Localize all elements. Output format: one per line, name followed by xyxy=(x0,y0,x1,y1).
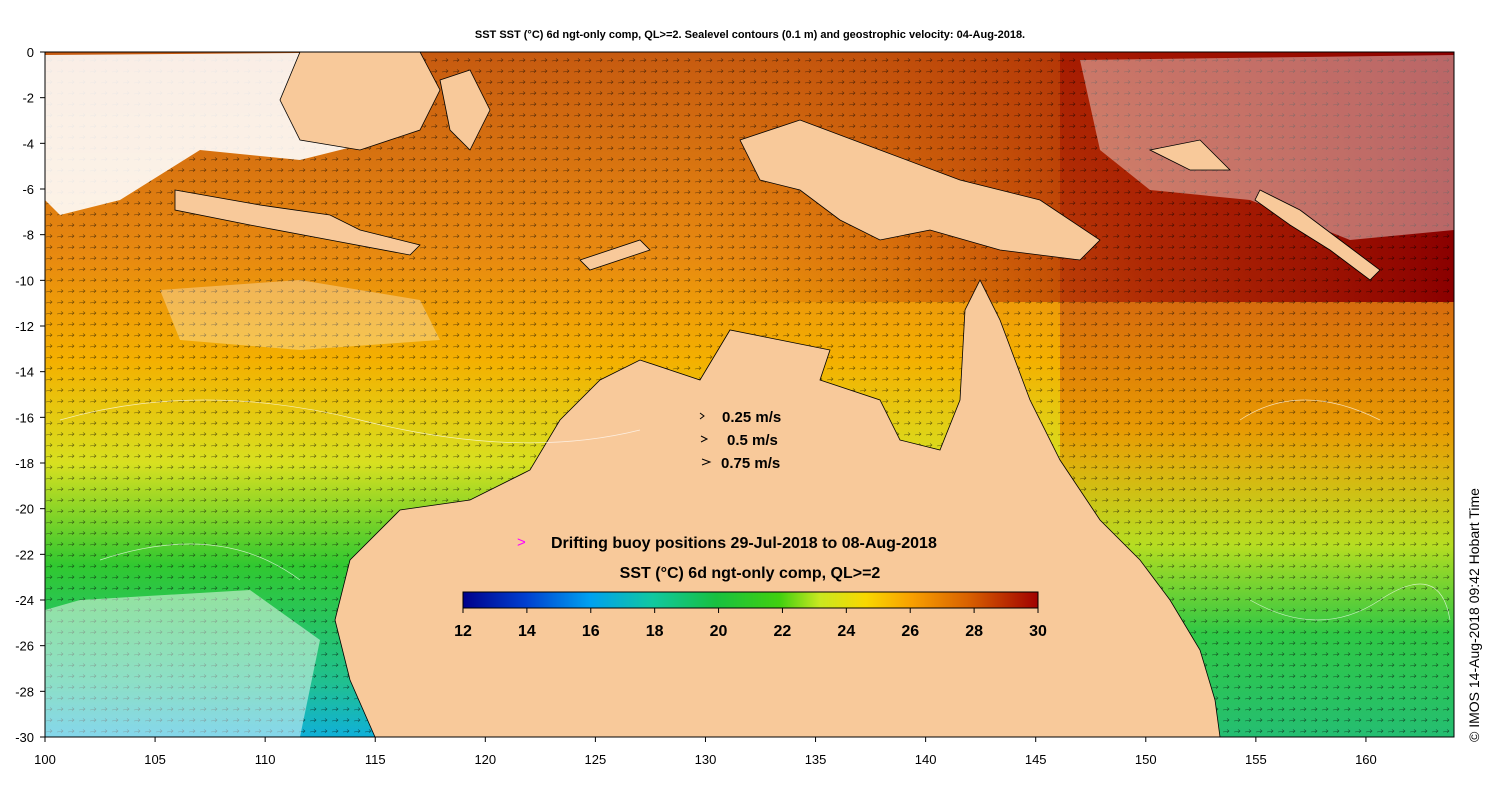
colorbar xyxy=(462,591,1039,609)
y-tick-label: 0 xyxy=(27,45,34,60)
y-tick-label: -8 xyxy=(22,228,34,243)
x-tick-label: 160 xyxy=(1355,752,1377,767)
colorbar-tick-label: 28 xyxy=(965,623,983,640)
colorbar-tick-label: 14 xyxy=(518,623,536,640)
y-tick-label: -6 xyxy=(22,182,34,197)
borneo-island xyxy=(279,52,441,151)
y-tick-label: -28 xyxy=(15,684,34,699)
colorbar-tick-label: 30 xyxy=(1029,623,1047,640)
australia-landmass xyxy=(334,279,1221,737)
y-tick-label: -22 xyxy=(15,547,34,562)
colorbar-tick-label: 12 xyxy=(454,623,472,640)
x-tick-label: 130 xyxy=(695,752,717,767)
credit-text: © IMOS 14-Aug-2018 09:42 Hobart Time xyxy=(1466,488,1482,742)
new-guinea-island xyxy=(739,119,1101,261)
x-tick-label: 100 xyxy=(34,752,56,767)
velocity-arrow-icon xyxy=(699,412,705,420)
map-plot-area xyxy=(45,52,1454,737)
y-tick-label: -18 xyxy=(15,456,34,471)
buoy-marker-icon: > xyxy=(517,534,526,551)
colorbar-ticks: 12 14 16 18 20 22 24 26 28 30 xyxy=(454,608,1047,640)
sulawesi-island xyxy=(439,69,491,151)
land-masses xyxy=(174,52,1381,737)
x-tick-label: 150 xyxy=(1135,752,1157,767)
timor-island xyxy=(579,239,651,271)
solomon-islands xyxy=(1254,189,1381,281)
map-title: SST SST (°C) 6d ngt-only comp, QL>=2. Se… xyxy=(474,29,1026,41)
y-tick-label: -20 xyxy=(15,502,34,517)
velocity-arrow-icon xyxy=(700,435,709,443)
x-tick-label: 110 xyxy=(255,752,276,767)
x-tick-label: 135 xyxy=(805,752,827,767)
x-tick-label: 140 xyxy=(915,752,937,767)
buoy-legend-label: Drifting buoy positions 29-Jul-2018 to 0… xyxy=(551,535,937,552)
colorbar-tick-label: 16 xyxy=(582,623,600,640)
x-tick-label: 145 xyxy=(1025,752,1047,767)
y-tick-label: -16 xyxy=(15,410,34,425)
y-tick-label: -4 xyxy=(22,136,34,151)
velocity-legend: 0.25 m/s 0.5 m/s 0.75 m/s xyxy=(699,409,781,472)
y-tick-label: -12 xyxy=(15,319,34,334)
velocity-legend-label: 0.25 m/s xyxy=(722,409,781,426)
y-axis: 0 -2 -4 -6 -8 -10 -12 -14 -16 -18 -20 -22 -24 -26 -28 -… xyxy=(15,45,45,745)
colorbar-tick-label: 24 xyxy=(837,623,855,640)
y-tick-label: -2 xyxy=(22,91,34,106)
colorbar-tick-label: 26 xyxy=(901,623,919,640)
new-britain-island xyxy=(1148,139,1231,171)
map-frame xyxy=(44,51,1455,738)
velocity-arrow-icon xyxy=(701,458,712,466)
colorbar-tick-label: 22 xyxy=(774,623,792,640)
colorbar-tick-label: 18 xyxy=(646,623,664,640)
x-axis: 100 105 110 115 120 125 130 135 140 145 150 155 160 xyxy=(34,737,1377,767)
x-tick-label: 155 xyxy=(1245,752,1267,767)
y-tick-label: -26 xyxy=(15,639,34,654)
velocity-legend-label: 0.5 m/s xyxy=(727,432,778,449)
sealevel-contours xyxy=(59,399,1451,621)
x-tick-label: 120 xyxy=(474,752,496,767)
y-tick-label: -24 xyxy=(15,593,34,608)
colorbar-title: SST (°C) 6d ngt-only comp, QL>=2 xyxy=(620,565,881,582)
y-tick-label: -10 xyxy=(15,273,34,288)
x-tick-label: 125 xyxy=(585,752,607,767)
x-tick-label: 105 xyxy=(144,752,166,767)
y-tick-label: -14 xyxy=(15,365,34,380)
velocity-legend-label: 0.75 m/s xyxy=(721,455,780,472)
x-tick-label: 115 xyxy=(365,752,386,767)
colorbar-tick-label: 20 xyxy=(710,623,728,640)
y-tick-label: -30 xyxy=(15,730,34,745)
java-island xyxy=(174,189,421,256)
